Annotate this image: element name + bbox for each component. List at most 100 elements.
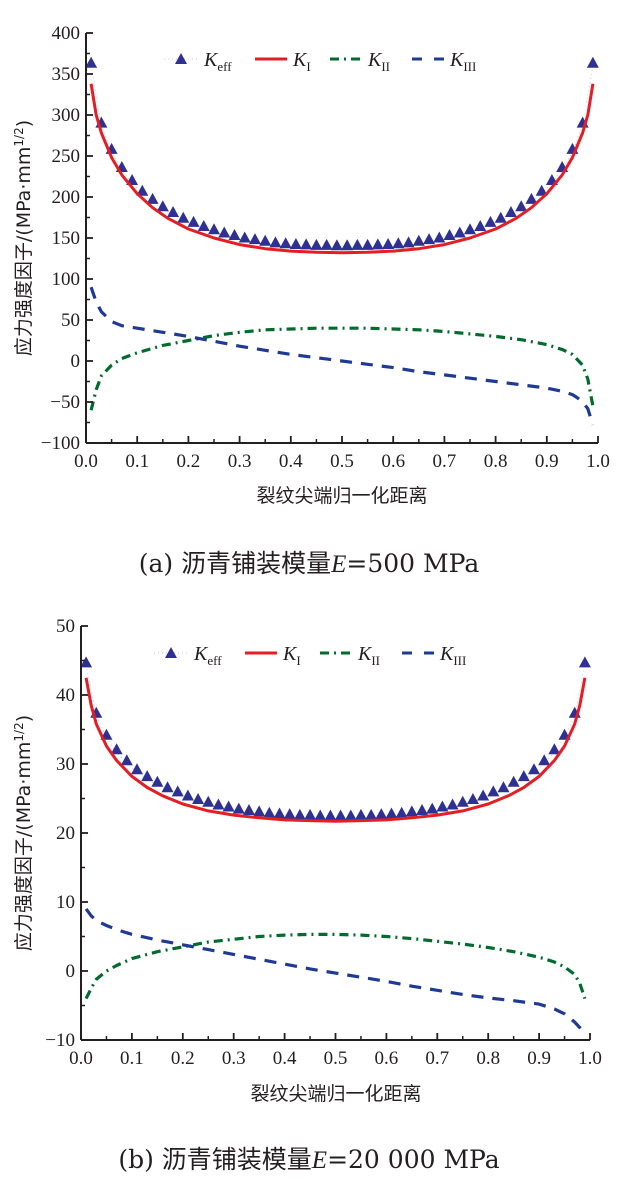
y-axis-title-a-end: ): [13, 120, 35, 127]
legend-k-ii: KII: [320, 643, 380, 668]
series-k-eff-marker: [341, 239, 354, 251]
x-tick-label: 0.2: [177, 451, 201, 472]
series-k-eff-marker: [426, 802, 439, 814]
legend-k-i-label: KI: [292, 49, 311, 74]
series-k-eff-marker: [497, 781, 510, 793]
series-k-eff-marker: [538, 754, 551, 766]
x-tick-label: 0.2: [171, 1048, 195, 1069]
series-k-eff-marker: [146, 192, 159, 204]
legend-k-eff: Keff: [154, 643, 222, 668]
x-axis-title-a: 裂纹尖端归一化距离: [256, 485, 427, 507]
legend-a: Keff KI KII KIII: [164, 49, 476, 74]
y-tick-label: 300: [52, 105, 81, 126]
legend-k-eff-marker: [175, 53, 187, 64]
series-k-eff-marker: [354, 808, 367, 820]
series-k-eff-marker: [416, 803, 429, 815]
series-k-eff-marker: [228, 229, 241, 240]
caption-b: (b) 沥青铺装模量E=20 000 MPa: [118, 1145, 499, 1174]
series-k-eff-marker: [238, 231, 251, 243]
series-k-eff-marker: [300, 238, 313, 250]
legend-k-i: KI: [255, 49, 311, 74]
legend-k-i: KI: [245, 643, 301, 668]
series-k-eff-marker: [423, 233, 436, 245]
caption-a-value: =500 MPa: [346, 549, 479, 578]
series-k-i-line: [89, 83, 595, 255]
series-k-iii-line: [89, 286, 595, 426]
series-k-eff-marker: [253, 805, 266, 817]
y-tick-label: −10: [45, 1030, 75, 1051]
x-tick-label: 0.4: [273, 1048, 297, 1069]
series-k-eff-marker: [80, 656, 93, 668]
y-tick-label: 250: [52, 146, 81, 167]
series-k-eff-marker: [181, 789, 194, 801]
y-tick-label: 350: [52, 64, 81, 85]
series-k-eff-marker: [487, 785, 500, 797]
y-axis-title-b-sup: 1/2: [12, 722, 26, 741]
legend-k-iii: KIII: [402, 643, 466, 668]
x-tick-label: 0.8: [476, 1048, 500, 1069]
legend-k-eff-label: Keff: [203, 49, 232, 74]
legend-k-eff-marker: [165, 647, 177, 658]
series-k-eff-marker: [436, 800, 449, 812]
y-tick-label: 400: [52, 23, 81, 44]
series-k-iii-line: [84, 907, 587, 1036]
legend-k-iii-label: KIII: [449, 49, 476, 74]
series-k-eff-marker: [293, 808, 306, 820]
legend-k-eff-label-sub: eff: [207, 653, 222, 668]
legend-k-iii-label-main: K: [449, 49, 465, 71]
series-k-eff-marker: [222, 800, 235, 812]
series-k-eff-marker: [320, 238, 333, 250]
caption-b-var: E: [311, 1147, 327, 1174]
series-k-eff-marker: [474, 219, 487, 231]
legend-k-i-label-main: K: [292, 49, 308, 71]
y-axis-title-b-main: 应力强度因子/(MPa·mm: [13, 742, 35, 952]
y-tick-label: 150: [52, 228, 81, 249]
series-k-eff-marker: [304, 808, 317, 820]
series-k-eff-marker: [259, 234, 272, 246]
legend-k-i-label-main: K: [282, 643, 298, 665]
series-k-eff-marker: [494, 211, 507, 223]
caption-a-prefix: (a) 沥青铺装模量: [139, 549, 331, 578]
series-k-eff-marker: [484, 215, 497, 227]
x-tick-label: 0.0: [69, 1048, 93, 1069]
plot-area-a: [85, 56, 599, 426]
series-k-ii-line: [89, 326, 595, 411]
x-tick-label: 0.6: [381, 451, 405, 472]
x-tick-label: 0.3: [228, 451, 252, 472]
series-k-eff-marker: [141, 770, 154, 782]
series-k-eff-marker: [334, 809, 347, 821]
series-k-eff-marker: [412, 234, 425, 246]
legend-k-iii: KIII: [412, 49, 476, 74]
y-tick-label: −50: [50, 392, 80, 413]
series-k-eff-marker: [120, 754, 133, 766]
series-k-eff-marker: [535, 184, 548, 196]
series-k-eff-marker: [202, 795, 215, 807]
series-k-eff-marker: [528, 763, 541, 775]
series-k-eff-marker: [365, 808, 378, 820]
series-k-eff-marker: [232, 802, 245, 814]
legend-k-ii: KII: [330, 49, 390, 74]
caption-a: (a) 沥青铺装模量E=500 MPa: [139, 549, 480, 578]
series-k-eff-marker: [586, 56, 599, 68]
y-tick-label: −100: [41, 433, 80, 454]
series-k-eff-marker: [171, 785, 184, 797]
series-k-eff-marker: [314, 809, 327, 821]
series-k-eff-marker: [269, 236, 282, 248]
series-k-eff-marker: [361, 238, 374, 250]
legend-k-ii-label-main: K: [367, 49, 383, 71]
x-tick-label: 0.1: [125, 451, 149, 472]
series-k-eff-connector: [90, 65, 594, 249]
chart-panel-b: −10 0 10 20 30 40 50 0.0 0.1 0.2 0.3 0.4 0.5 0.6 0.7 0.…: [12, 616, 602, 1174]
legend-k-eff-label-main: K: [203, 49, 219, 71]
series-k-eff-marker: [464, 223, 476, 235]
legend-k-eff: Keff: [164, 49, 232, 74]
series-k-eff-marker: [310, 238, 323, 250]
series-k-eff-marker: [218, 226, 231, 238]
y-tick-label: 0: [71, 351, 81, 372]
series-k-eff-marker: [525, 192, 538, 204]
series-k-eff-marker: [517, 770, 530, 782]
y-axis-title-b: 应力强度因子/(MPa·mm1/2): [12, 715, 35, 951]
series-k-eff-marker: [242, 803, 255, 815]
series-k-eff-marker: [330, 239, 343, 251]
